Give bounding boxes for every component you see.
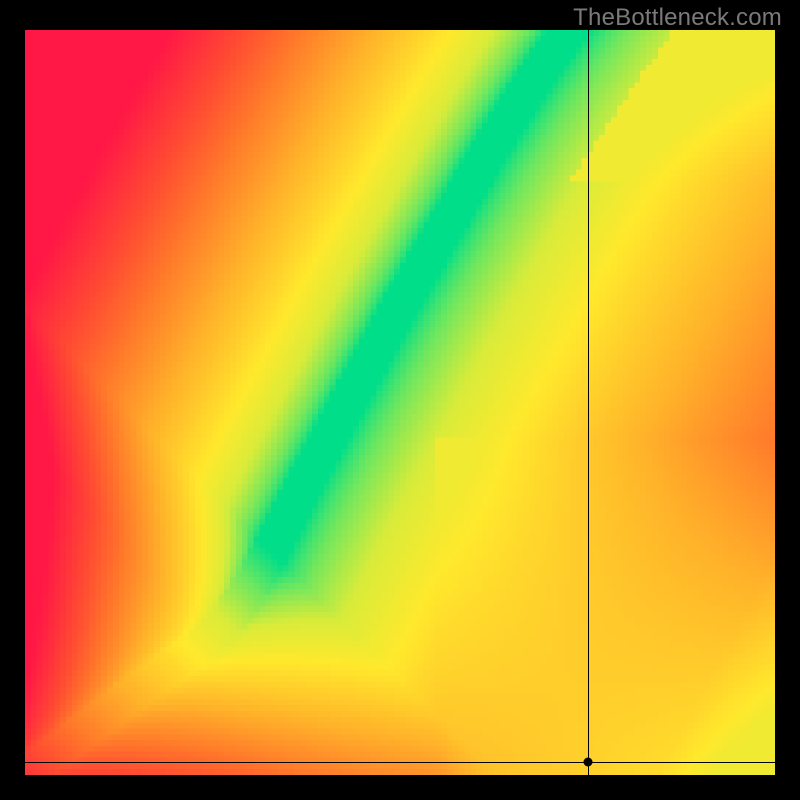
watermark-text: TheBottleneck.com	[573, 4, 782, 32]
crosshair-horizontal	[25, 762, 775, 763]
figure-root: TheBottleneck.com	[0, 0, 800, 800]
marker-dot	[583, 757, 592, 766]
crosshair-vertical	[588, 30, 589, 775]
bottleneck-heatmap	[25, 30, 775, 775]
plot-area	[25, 30, 775, 775]
